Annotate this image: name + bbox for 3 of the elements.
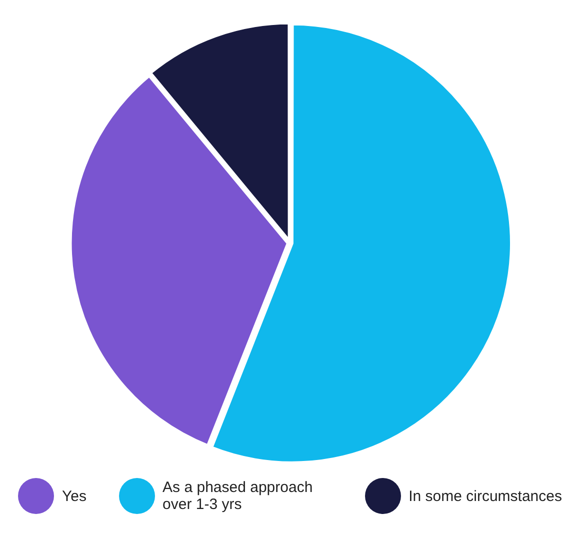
legend-label: In some circumstances [408,488,562,504]
legend-label: Yes [62,488,86,504]
legend-label: As a phased approach over 1-3 yrs [162,479,314,513]
